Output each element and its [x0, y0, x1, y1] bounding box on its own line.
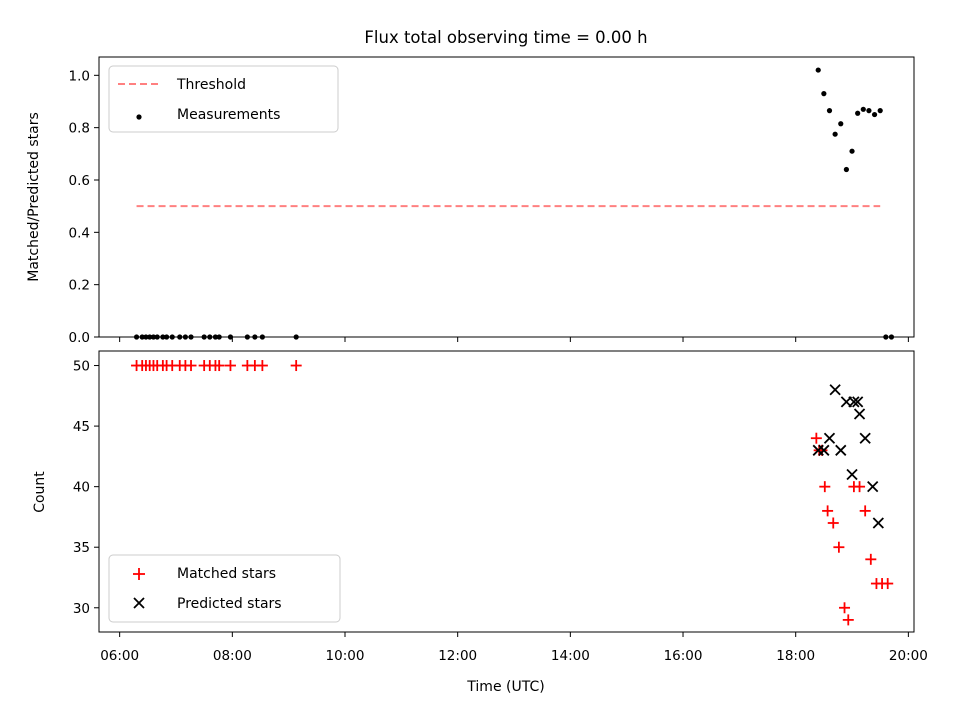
top-y-tick-label: 0.4	[69, 225, 90, 241]
measurement-point	[877, 108, 883, 114]
matched-star-point	[859, 505, 871, 517]
measurement-point	[821, 91, 827, 97]
predicted-legend-label: Predicted stars	[177, 596, 282, 612]
bottom-y-tick-label: 35	[73, 540, 90, 556]
measurement-point	[838, 121, 844, 127]
bottom-x-tick-label: 18:00	[776, 648, 815, 664]
measurement-point	[866, 108, 872, 114]
matched-star-point	[827, 517, 839, 529]
matched-star-point	[854, 481, 866, 493]
bottom-legend-box	[108, 554, 341, 623]
bottom-y-tick-label: 50	[73, 359, 90, 375]
measurement-point	[832, 131, 838, 137]
bottom-x-tick-label: 20:00	[889, 648, 928, 664]
top-y-tick-label: 1.0	[69, 68, 90, 84]
matched-star-point	[839, 602, 851, 614]
bottom-axes-frame	[98, 350, 915, 633]
measurement-point	[843, 166, 849, 173]
matched-star-point	[290, 360, 302, 372]
matched-star-point	[185, 360, 197, 372]
measurement-point	[860, 106, 866, 112]
chart-title: Flux total observing time = 0.00 h	[364, 28, 647, 47]
matched-star-point	[822, 505, 834, 517]
bottom-y-tick-label: 40	[73, 480, 90, 496]
top-legend: Threshold Measurements	[108, 65, 339, 133]
top-y-tick-label: 0.2	[69, 278, 90, 294]
matched-star-point	[224, 360, 236, 372]
bottom-x-tick-label: 16:00	[664, 648, 703, 664]
top-x-axis	[119, 337, 909, 342]
bottom-x-axis: 06:00 08:00 10:00 12:00 14:00 16:00 18:00 20:00	[100, 632, 928, 664]
bottom-y-axis-label: Count	[32, 471, 48, 513]
matched-legend-swatch	[133, 568, 145, 580]
top-y-axis: 0.0 0.2 0.4 0.6 0.8 1.0	[69, 68, 99, 346]
matched-star-point	[865, 553, 877, 565]
top-y-tick-label: 0.0	[69, 330, 90, 346]
bottom-y-axis: 30 35 40 45 50	[73, 359, 99, 617]
top-axes-frame	[98, 56, 915, 338]
matched-star-point	[256, 360, 268, 372]
top-y-axis-label: Matched/Predicted stars	[26, 112, 42, 282]
measurement-point	[826, 108, 833, 114]
bottom-legend: Matched stars Predicted stars	[108, 554, 341, 623]
predicted-star-point	[859, 432, 871, 444]
bottom-x-tick-label: 14:00	[551, 648, 590, 664]
predicted-legend-swatch	[133, 597, 145, 609]
matched-star-point	[842, 614, 854, 626]
top-panel: Flux total observing time = 0.00 h 0.00.…	[26, 28, 915, 346]
predicted-star-point	[867, 481, 879, 493]
bottom-x-tick-label: 10:00	[326, 648, 365, 664]
top-y-tick-label: 0.6	[69, 173, 90, 189]
bottom-x-tick-label: 12:00	[438, 648, 477, 664]
top-y-tick-label: 0.8	[69, 121, 90, 137]
top-legend-box	[108, 65, 339, 133]
matched-star-point	[833, 541, 845, 553]
predicted-star-point	[853, 408, 866, 420]
measurement-point	[815, 67, 821, 73]
measurement-point	[855, 110, 861, 116]
predicted-star-point	[823, 432, 836, 444]
measurement-point	[871, 111, 878, 118]
matched-star-point	[810, 432, 822, 444]
measurements-legend-label: Measurements	[177, 107, 280, 123]
bottom-x-tick-label: 08:00	[213, 648, 252, 664]
predicted-star-point	[848, 396, 860, 408]
measurements-legend-swatch	[136, 114, 142, 120]
matched-star-point	[819, 481, 831, 493]
predicted-star-point	[818, 444, 830, 456]
matched-star-point	[213, 360, 225, 372]
predicted-star-point	[846, 468, 858, 481]
bottom-plot-area	[131, 360, 894, 626]
predicted-star-point	[872, 517, 884, 529]
bottom-y-tick-label: 30	[73, 601, 90, 617]
bottom-panel: 30 35 40 45 50 06:00 08:00 10:00 12:00 14:00 16:0…	[32, 350, 928, 695]
predicted-star-point	[835, 444, 847, 456]
predicted-star-point	[829, 384, 841, 396]
matched-legend-label: Matched stars	[177, 566, 276, 582]
measurement-point	[849, 148, 855, 154]
x-axis-label: Time (UTC)	[466, 679, 544, 695]
threshold-legend-label: Threshold	[176, 77, 246, 93]
bottom-y-tick-label: 45	[73, 419, 90, 435]
predicted-star-point	[852, 396, 864, 408]
bottom-x-tick-label: 06:00	[100, 648, 139, 664]
matched-star-point	[882, 578, 894, 590]
